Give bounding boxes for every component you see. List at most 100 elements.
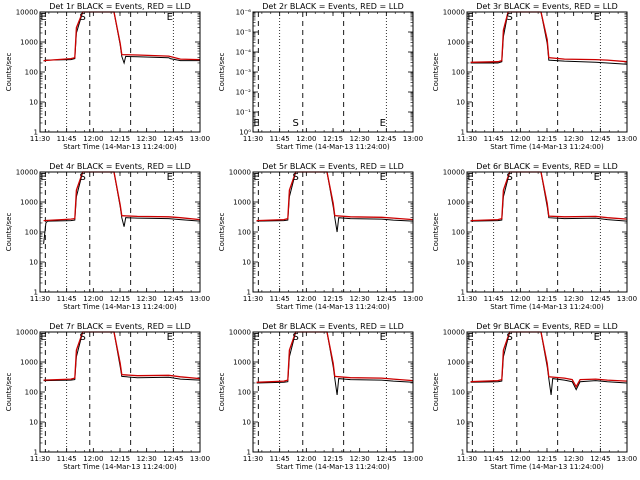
plot-frame	[252, 11, 414, 133]
x-tick-label: 12:30	[350, 135, 370, 143]
x-tick-label: 11:45	[484, 295, 504, 303]
x-tick-label: 12:45	[590, 135, 610, 143]
panel-title: Det 9r BLACK = Events, RED = LLD	[476, 322, 618, 331]
event-marker: E	[253, 332, 259, 343]
event-marker: E	[380, 118, 386, 129]
y-axis-label: Counts/sec	[5, 53, 13, 92]
event-marker: S	[79, 12, 85, 23]
x-tick-label: 12:30	[137, 295, 157, 303]
x-tick-label: 11:45	[484, 135, 504, 143]
y-tick-label: 10000	[443, 169, 465, 177]
x-tick-label: 12:45	[376, 295, 396, 303]
event-marker: E	[167, 12, 173, 23]
x-tick-label: 11:30	[30, 295, 50, 303]
x-axis-label: Start Time (14-Mar-13 11:24:00)	[63, 463, 177, 471]
y-tick-label: 1000	[447, 199, 465, 207]
plot-frame	[466, 171, 628, 293]
y-tick-label: 10	[242, 259, 251, 267]
y-tick-label: 10	[242, 419, 251, 427]
x-tick-label: 12:30	[350, 455, 370, 463]
y-tick-label: 1000	[233, 359, 251, 367]
x-axis-label: Start Time (14-Mar-13 11:24:00)	[63, 143, 177, 151]
y-tick-label: 100	[238, 389, 251, 397]
y-tick-label: 1	[461, 289, 465, 297]
x-tick-label: 12:15	[537, 295, 557, 303]
y-tick-label: 1000	[447, 359, 465, 367]
event-marker: S	[506, 12, 512, 23]
y-tick-label: 100	[25, 389, 38, 397]
x-tick-label: 13:00	[190, 295, 210, 303]
x-tick-label: 13:00	[403, 455, 423, 463]
y-axis-label: Counts/sec	[432, 53, 440, 92]
x-tick-label: 11:30	[457, 295, 477, 303]
series-lld-line	[256, 331, 414, 383]
x-tick-label: 12:30	[564, 455, 584, 463]
y-tick-label: 10⁻⁶	[236, 9, 252, 17]
event-marker: E	[380, 172, 386, 183]
panel-det-3: Det 3r BLACK = Events, RED = LLD 1 10 100 10…	[432, 2, 637, 151]
event-marker: E	[40, 172, 46, 183]
y-tick-label: 1	[247, 289, 251, 297]
event-marker: E	[40, 332, 46, 343]
x-tick-label: 13:00	[617, 455, 637, 463]
x-tick-label: 11:45	[270, 295, 290, 303]
x-tick-label: 12:45	[163, 295, 183, 303]
panel-title: Det 6r BLACK = Events, RED = LLD	[476, 162, 618, 171]
x-tick-label: 12:45	[163, 135, 183, 143]
panel-title: Det 2r BLACK = Events, RED = LLD	[262, 2, 404, 11]
x-tick-label: 11:45	[57, 455, 77, 463]
x-tick-label: 12:45	[376, 135, 396, 143]
y-axis-label: Counts/sec	[218, 373, 226, 412]
x-axis-label: Start Time (14-Mar-13 11:24:00)	[490, 303, 604, 311]
event-marker: S	[506, 332, 512, 343]
y-tick-label: 1000	[20, 359, 38, 367]
panel-det-8: Det 8r BLACK = Events, RED = LLD 1 10 100 10…	[218, 322, 423, 471]
plot-frame	[39, 331, 201, 453]
event-marker: E	[253, 118, 259, 129]
plot-frame	[466, 11, 628, 133]
event-marker: E	[594, 12, 600, 23]
y-tick-label: 10000	[443, 9, 465, 17]
panel-title: Det 1r BLACK = Events, RED = LLD	[49, 2, 191, 11]
event-marker: E	[594, 172, 600, 183]
x-axis-label: Start Time (14-Mar-13 11:24:00)	[490, 143, 604, 151]
x-tick-label: 12:15	[323, 295, 343, 303]
x-tick-label: 13:00	[403, 295, 423, 303]
x-tick-label: 12:15	[110, 135, 130, 143]
x-tick-label: 13:00	[190, 455, 210, 463]
series-lld-line	[470, 171, 628, 222]
x-tick-label: 12:00	[296, 135, 316, 143]
panel-det-1: Det 1r BLACK = Events, RED = LLD 1 10 100 10…	[5, 2, 210, 151]
x-tick-label: 13:00	[190, 135, 210, 143]
x-tick-label: 12:00	[510, 135, 530, 143]
event-marker: E	[467, 332, 473, 343]
y-axis-label: Counts/sec	[218, 213, 226, 252]
x-tick-label: 12:00	[510, 295, 530, 303]
x-tick-label: 12:00	[83, 135, 103, 143]
y-tick-label: 100	[452, 229, 465, 237]
plot-frame	[39, 11, 201, 133]
y-axis-label: Counts/sec	[5, 373, 13, 412]
y-tick-label: 10000	[229, 169, 251, 177]
y-tick-label: 10	[456, 259, 465, 267]
x-tick-label: 11:30	[243, 295, 263, 303]
x-tick-label: 12:30	[564, 295, 584, 303]
event-marker: E	[467, 12, 473, 23]
series-lld-line	[470, 331, 628, 389]
y-tick-label: 100	[452, 69, 465, 77]
y-tick-label: 10000	[443, 329, 465, 337]
y-tick-label: 10⁻⁵	[236, 29, 252, 37]
x-tick-label: 13:00	[617, 135, 637, 143]
event-marker: E	[167, 172, 173, 183]
x-tick-label: 11:45	[270, 135, 290, 143]
y-tick-label: 100	[238, 229, 251, 237]
event-marker: E	[467, 172, 473, 183]
panel-title: Det 8r BLACK = Events, RED = LLD	[262, 322, 404, 331]
event-marker: S	[292, 118, 298, 129]
plot-frame	[466, 331, 628, 453]
panel-title: Det 7r BLACK = Events, RED = LLD	[49, 322, 191, 331]
y-tick-label: 10	[456, 419, 465, 427]
y-tick-label: 1	[461, 129, 465, 137]
x-tick-label: 13:00	[617, 295, 637, 303]
event-marker: S	[506, 172, 512, 183]
